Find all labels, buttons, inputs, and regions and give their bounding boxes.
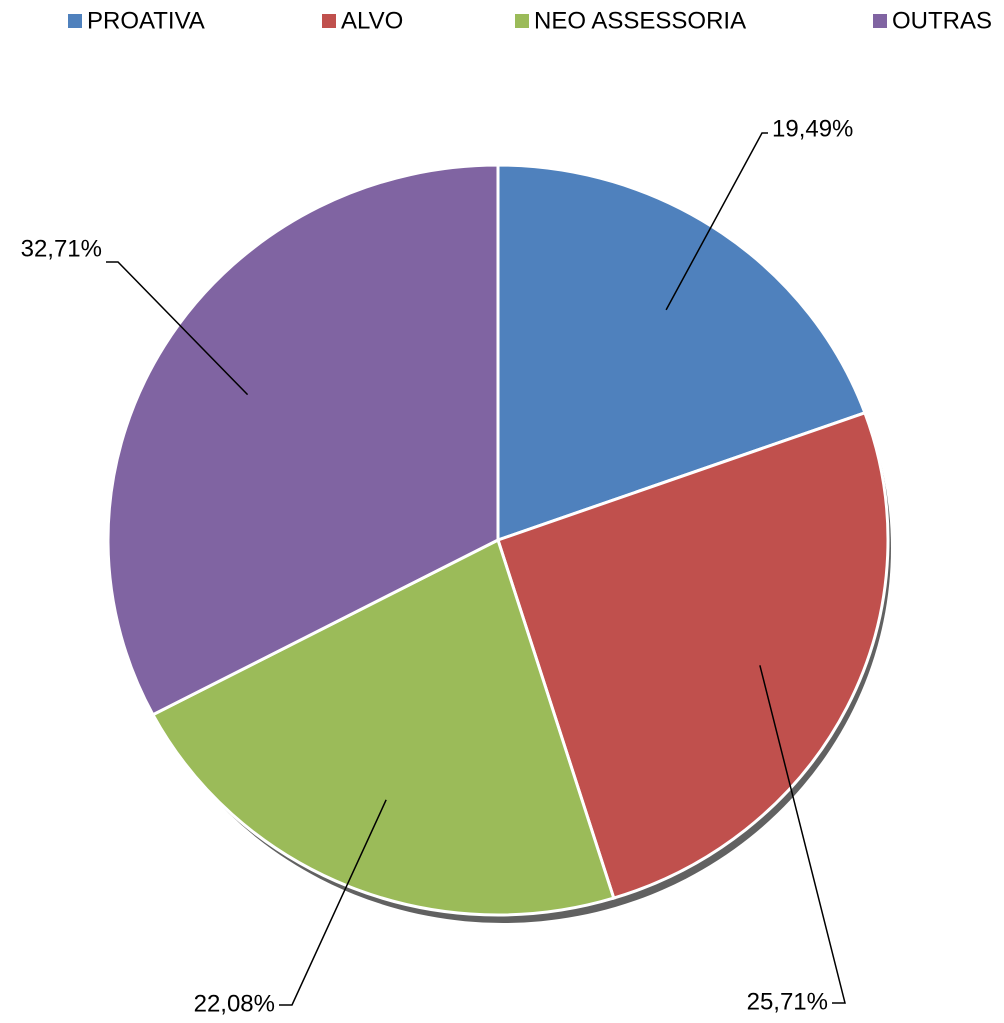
pie-slice	[496, 410, 890, 900]
legend-swatch	[322, 14, 336, 28]
leader-line	[759, 665, 846, 1004]
legend-label: NEO ASSESSORIA	[534, 7, 746, 34]
pie-slice	[150, 537, 616, 917]
legend-swatch	[515, 14, 529, 28]
pie-slice	[106, 163, 500, 717]
data-label: 25,71%	[747, 988, 828, 1015]
legend-swatch	[68, 14, 82, 28]
leader-line	[106, 261, 249, 396]
legend-swatch	[873, 14, 887, 28]
leader-line	[279, 799, 387, 1006]
pie-slice	[496, 163, 867, 543]
data-label: 22,08%	[194, 990, 275, 1017]
legend-label: PROATIVA	[87, 7, 205, 34]
legend-label: OUTRAS	[892, 7, 992, 34]
legend-label: ALVO	[341, 7, 403, 34]
leader-line	[665, 132, 768, 311]
data-label: 19,49%	[772, 115, 853, 142]
data-label: 32,71%	[21, 235, 102, 262]
